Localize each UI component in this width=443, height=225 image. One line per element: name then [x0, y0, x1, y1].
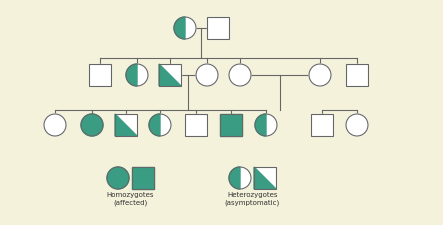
Polygon shape: [229, 167, 240, 189]
Bar: [115, 114, 137, 136]
Circle shape: [229, 167, 251, 189]
Bar: [89, 64, 111, 86]
Polygon shape: [159, 64, 181, 86]
Bar: [89, 64, 111, 86]
Circle shape: [346, 114, 368, 136]
Bar: [132, 167, 154, 189]
Circle shape: [126, 64, 148, 86]
Circle shape: [309, 64, 331, 86]
Bar: [185, 114, 207, 136]
Polygon shape: [149, 114, 160, 136]
Bar: [220, 114, 242, 136]
Bar: [220, 114, 242, 136]
Bar: [159, 64, 181, 86]
Bar: [254, 167, 276, 189]
Circle shape: [255, 114, 277, 136]
Bar: [115, 114, 137, 136]
Bar: [207, 17, 229, 39]
Polygon shape: [255, 114, 266, 136]
Text: Heterozygotes
(asymptomatic): Heterozygotes (asymptomatic): [225, 192, 280, 205]
Bar: [132, 167, 154, 189]
Circle shape: [196, 64, 218, 86]
Bar: [346, 64, 368, 86]
Bar: [159, 64, 181, 86]
Bar: [207, 17, 229, 39]
Bar: [346, 64, 368, 86]
Bar: [311, 114, 333, 136]
Circle shape: [174, 17, 196, 39]
Circle shape: [149, 114, 171, 136]
Bar: [185, 114, 207, 136]
Polygon shape: [115, 114, 137, 136]
Polygon shape: [126, 64, 137, 86]
Circle shape: [81, 114, 103, 136]
Polygon shape: [254, 167, 276, 189]
Circle shape: [229, 64, 251, 86]
Bar: [311, 114, 333, 136]
Circle shape: [107, 167, 129, 189]
Text: Homozygotes
(affected): Homozygotes (affected): [107, 192, 154, 205]
Bar: [254, 167, 276, 189]
Circle shape: [44, 114, 66, 136]
Polygon shape: [174, 17, 185, 39]
